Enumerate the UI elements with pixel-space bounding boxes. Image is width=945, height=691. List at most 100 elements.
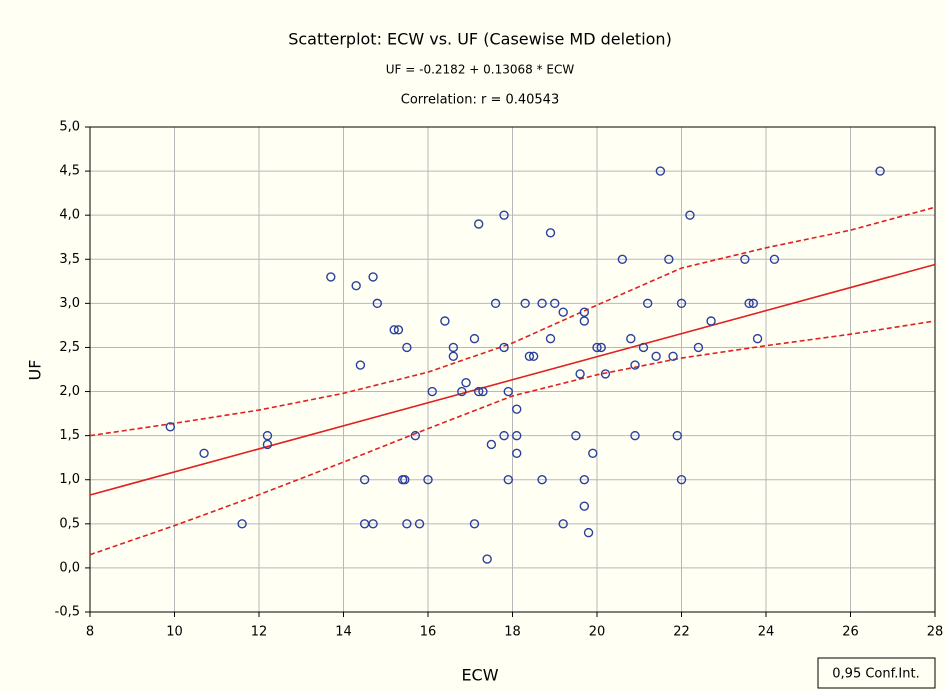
x-tick-label: 16 bbox=[420, 625, 437, 640]
point bbox=[402, 519, 412, 529]
point bbox=[672, 430, 682, 441]
point bbox=[402, 342, 412, 353]
point bbox=[389, 325, 399, 335]
point bbox=[372, 298, 382, 309]
point bbox=[503, 475, 513, 485]
y-tick-label: 2,0 bbox=[59, 384, 80, 399]
y-tick-label: 3,0 bbox=[59, 296, 80, 311]
y-axis-label: UF bbox=[26, 360, 45, 381]
point bbox=[440, 316, 450, 326]
point bbox=[571, 430, 581, 441]
x-tick-label: 26 bbox=[842, 625, 859, 640]
point bbox=[499, 210, 509, 220]
fit-line bbox=[89, 263, 936, 496]
y-tick-label: 4,0 bbox=[59, 208, 80, 223]
x-tick-label: 18 bbox=[504, 625, 521, 640]
y-tick-label: 0,5 bbox=[59, 516, 80, 531]
point bbox=[165, 422, 175, 432]
point bbox=[469, 519, 480, 529]
point bbox=[706, 316, 716, 326]
point bbox=[400, 475, 410, 485]
point bbox=[558, 307, 568, 317]
x-tick-label: 28 bbox=[927, 625, 944, 640]
chart-title: Scatterplot: ECW vs. UF (Casewise MD del… bbox=[288, 30, 672, 49]
point bbox=[744, 298, 754, 309]
x-tick-label: 12 bbox=[251, 625, 268, 640]
point bbox=[651, 351, 661, 361]
point bbox=[685, 210, 695, 220]
point bbox=[676, 298, 687, 309]
point bbox=[537, 298, 547, 309]
point bbox=[410, 430, 421, 441]
point bbox=[875, 166, 885, 176]
point bbox=[499, 342, 509, 353]
y-tick-label: 5,0 bbox=[59, 120, 80, 135]
y-tick-label: 3,5 bbox=[59, 252, 80, 267]
point bbox=[617, 254, 628, 264]
point bbox=[579, 501, 590, 511]
x-tick-label: 14 bbox=[335, 625, 352, 640]
point bbox=[368, 272, 378, 282]
conf-lower bbox=[89, 320, 936, 556]
point bbox=[575, 369, 585, 379]
point bbox=[664, 254, 674, 264]
point bbox=[545, 333, 556, 344]
point bbox=[579, 316, 590, 326]
legend-box bbox=[817, 657, 936, 689]
point bbox=[423, 475, 433, 485]
point bbox=[326, 272, 336, 282]
point bbox=[769, 254, 780, 264]
point bbox=[655, 166, 666, 176]
point bbox=[499, 430, 509, 441]
point bbox=[558, 519, 568, 529]
y-tick-label: 2,5 bbox=[59, 340, 80, 355]
point bbox=[592, 342, 602, 353]
correlation: Correlation: r = 0.40543 bbox=[401, 93, 559, 108]
point bbox=[579, 307, 590, 317]
point bbox=[524, 351, 535, 361]
point bbox=[427, 386, 437, 397]
point bbox=[537, 475, 547, 485]
point bbox=[414, 519, 425, 529]
point bbox=[448, 342, 459, 353]
point bbox=[626, 333, 636, 344]
point bbox=[545, 228, 556, 238]
point bbox=[393, 325, 404, 335]
point bbox=[583, 527, 594, 538]
legend-label: 0,95 Conf.Int. bbox=[832, 667, 919, 682]
x-tick-label: 20 bbox=[589, 625, 606, 640]
point bbox=[461, 378, 471, 388]
point bbox=[638, 342, 649, 353]
point bbox=[262, 439, 273, 450]
point bbox=[588, 448, 598, 458]
point bbox=[630, 430, 640, 441]
point bbox=[693, 342, 704, 353]
point bbox=[478, 386, 488, 397]
point bbox=[359, 475, 370, 485]
point bbox=[752, 333, 763, 344]
point bbox=[503, 386, 513, 397]
conf-upper bbox=[89, 206, 936, 437]
point bbox=[368, 519, 378, 529]
point bbox=[630, 360, 640, 370]
point bbox=[596, 342, 606, 353]
point bbox=[668, 351, 678, 361]
x-tick-label: 8 bbox=[86, 625, 94, 640]
point bbox=[482, 554, 492, 564]
point bbox=[351, 281, 361, 291]
point bbox=[643, 298, 653, 309]
point bbox=[600, 369, 611, 379]
point bbox=[512, 430, 522, 441]
point bbox=[262, 430, 273, 441]
y-tick-label: 1,5 bbox=[59, 428, 80, 443]
point bbox=[512, 404, 522, 414]
point bbox=[520, 298, 530, 309]
y-tick-label: 4,5 bbox=[59, 164, 80, 179]
y-tick-label: 0,0 bbox=[59, 560, 80, 575]
x-axis-label: ECW bbox=[461, 666, 498, 685]
point bbox=[474, 386, 484, 397]
y-tick-label: -0,5 bbox=[55, 605, 80, 620]
point bbox=[740, 254, 750, 264]
point bbox=[512, 448, 522, 458]
